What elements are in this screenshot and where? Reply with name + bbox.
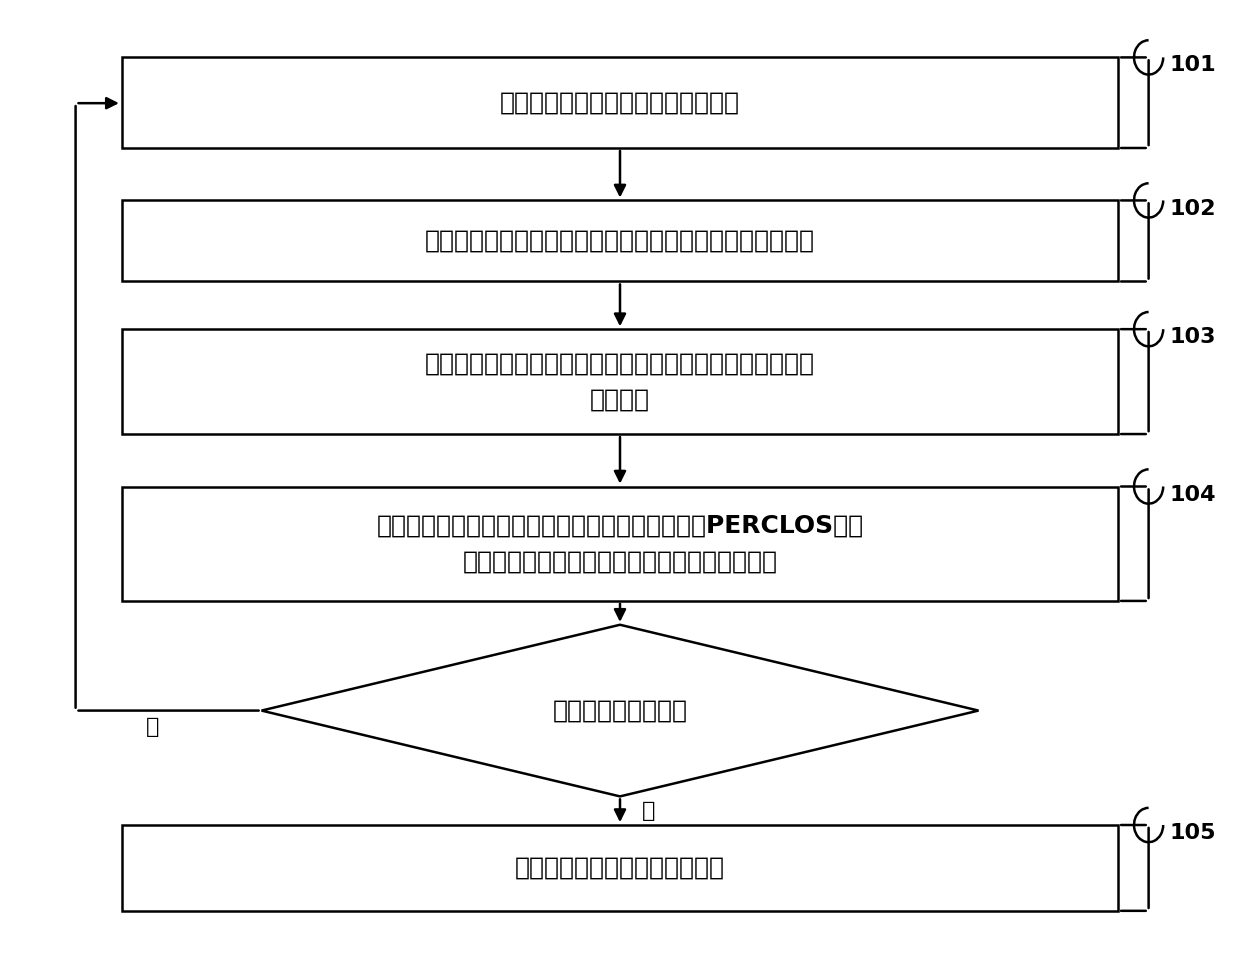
Bar <box>122 825 1118 911</box>
Text: 根据所述人脸图片和所述疲劳危险提示信息，采用PERCLOS算法
检测驾驶员的疲劳状态，生成疲劳状态判断结果: 根据所述人脸图片和所述疲劳危险提示信息，采用PERCLOS算法 检测驾驶员的疲劳… <box>377 514 863 573</box>
Text: 是: 是 <box>642 801 655 820</box>
Text: 102: 102 <box>1169 198 1215 219</box>
Polygon shape <box>262 625 978 796</box>
Text: 101: 101 <box>1169 55 1216 76</box>
Text: 获取预设时间段内驾驶员的脸部视频: 获取预设时间段内驾驶员的脸部视频 <box>500 90 740 115</box>
Text: 驾驶员处于疲劳状态: 驾驶员处于疲劳状态 <box>553 699 687 723</box>
Text: 103: 103 <box>1169 327 1215 347</box>
Text: 105: 105 <box>1169 823 1215 843</box>
Bar <box>122 57 1118 148</box>
Text: 采用人脸检测分类器训练所述脸部视频，生成多帧人脸图片: 采用人脸检测分类器训练所述脸部视频，生成多帧人脸图片 <box>425 229 815 253</box>
Text: 104: 104 <box>1169 485 1215 505</box>
Bar <box>122 486 1118 601</box>
Bar <box>122 329 1118 434</box>
Text: 否: 否 <box>145 717 159 737</box>
Bar <box>122 200 1118 281</box>
Text: 根据所述人脸图片进行眨眼和打哈欠的检测，生成疲劳危险
提示信息: 根据所述人脸图片进行眨眼和打哈欠的检测，生成疲劳危险 提示信息 <box>425 352 815 412</box>
Text: 生成疲劳驾驶报警信息进行报警: 生成疲劳驾驶报警信息进行报警 <box>515 856 725 880</box>
